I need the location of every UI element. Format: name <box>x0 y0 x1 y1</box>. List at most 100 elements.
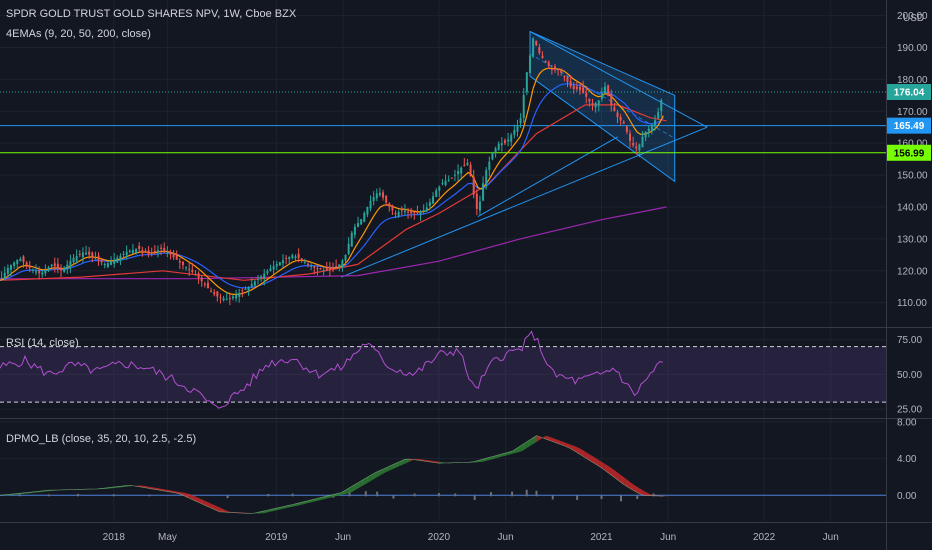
candle-body <box>338 264 341 268</box>
candle-body <box>353 226 356 235</box>
dpmo-ribbon-segment <box>180 492 186 497</box>
candle-body <box>513 130 516 135</box>
dpmo-ribbon-segment <box>356 481 361 490</box>
candle-body <box>503 140 506 144</box>
candle-body <box>422 210 425 212</box>
candle-body <box>285 257 288 259</box>
candle-body <box>307 263 310 265</box>
dpmo-line <box>0 435 664 514</box>
candle-body <box>97 255 100 261</box>
candle-body <box>541 55 544 58</box>
price-tick-label: 170.00 <box>897 107 928 118</box>
dpmo-legend: DPMO_LB (close, 35, 20, 10, 2.5, -2.5) <box>6 433 197 445</box>
candle-body <box>525 72 528 93</box>
dpmo-hist-bar <box>364 491 367 497</box>
candle-body <box>3 272 6 279</box>
candle-body <box>410 210 413 214</box>
candle-body <box>141 250 144 252</box>
candle-body <box>56 263 59 269</box>
candle-body <box>41 272 44 275</box>
candle-body <box>125 251 128 256</box>
candle-body <box>363 213 366 222</box>
candle-body <box>588 98 591 102</box>
price-tick-label: 140.00 <box>897 202 928 213</box>
price-tick-label: 150.00 <box>897 171 928 182</box>
ema200-line <box>0 206 667 280</box>
candle-body <box>147 250 150 255</box>
dpmo-ribbon-segment <box>302 500 308 505</box>
candle-body <box>385 195 388 203</box>
time-tick-label: 2020 <box>428 532 451 543</box>
candle-body <box>372 197 375 202</box>
candle-body <box>388 203 391 207</box>
dpmo-hist-bar <box>620 495 623 502</box>
candle-body <box>550 68 553 70</box>
candle-body <box>275 264 278 267</box>
dpmo-ribbon-segment <box>185 492 191 499</box>
currency-label: USD <box>903 13 924 24</box>
candle-body <box>281 260 284 264</box>
candle-body <box>432 196 435 204</box>
candle-body <box>566 76 569 82</box>
candle-body <box>613 107 616 112</box>
candle-body <box>28 265 31 268</box>
candle-body <box>488 161 491 171</box>
price-tag-bg <box>887 84 931 101</box>
candle-body <box>44 269 47 274</box>
candle-body <box>482 183 485 201</box>
candle-body <box>407 211 410 213</box>
candle-body <box>191 269 194 272</box>
candle-body <box>53 263 56 267</box>
candle-body <box>69 261 72 267</box>
time-tick-label: Jun <box>660 532 676 543</box>
candle-body <box>122 253 125 255</box>
candle-body <box>131 249 134 254</box>
dpmo-ribbon-segment <box>575 446 581 455</box>
trendline <box>529 31 708 128</box>
candle-body <box>197 273 200 278</box>
candle-body <box>188 268 191 270</box>
dpmo-hist-bar <box>551 495 554 500</box>
candle-body <box>269 268 272 272</box>
dpmo-ribbon-segment <box>365 475 371 484</box>
dpmo-ribbon-segment <box>643 490 649 496</box>
candle-body <box>297 253 300 259</box>
candle-body <box>91 252 94 257</box>
rsi-band-fill <box>0 346 886 403</box>
dpmo-ribbon-segment <box>419 459 425 462</box>
dpmo-hist-bar <box>291 493 294 497</box>
price-tick-label: 180.00 <box>897 75 928 86</box>
candle-body <box>522 95 525 118</box>
candle-body <box>231 296 234 299</box>
dpmo-ribbon-segment <box>385 465 391 473</box>
dpmo-ribbon-segment <box>556 439 561 445</box>
candle-body <box>528 55 531 74</box>
candle-body <box>210 290 213 292</box>
candle-body <box>128 250 131 252</box>
dpmo-hist-bar <box>376 491 379 497</box>
dpmo-ribbon-segment <box>517 445 522 453</box>
dpmo-hist-bar <box>511 491 514 497</box>
dpmo-ribbon-segment <box>395 461 400 469</box>
candle-body <box>256 278 259 280</box>
candle-body <box>169 251 172 255</box>
candle-body <box>185 267 188 269</box>
candle-body <box>441 183 444 185</box>
dpmo-ribbon-segment <box>224 509 230 513</box>
candle-body <box>450 177 453 179</box>
candle-body <box>253 281 256 286</box>
dpmo-hist-bar <box>535 490 538 497</box>
candle-body <box>463 164 466 166</box>
ema9-line <box>0 67 664 296</box>
price-tick-label: 110.00 <box>897 298 927 309</box>
candle-body <box>375 193 378 199</box>
dpmo-hist-bar <box>454 493 457 497</box>
candle-body <box>81 252 84 258</box>
candle-body <box>216 291 219 297</box>
candle-body <box>491 153 494 160</box>
price-tag: 156.99 <box>894 148 925 159</box>
candle-body <box>394 213 397 215</box>
rsi-tick-label: 25.00 <box>897 405 922 416</box>
candle-body <box>22 256 25 262</box>
